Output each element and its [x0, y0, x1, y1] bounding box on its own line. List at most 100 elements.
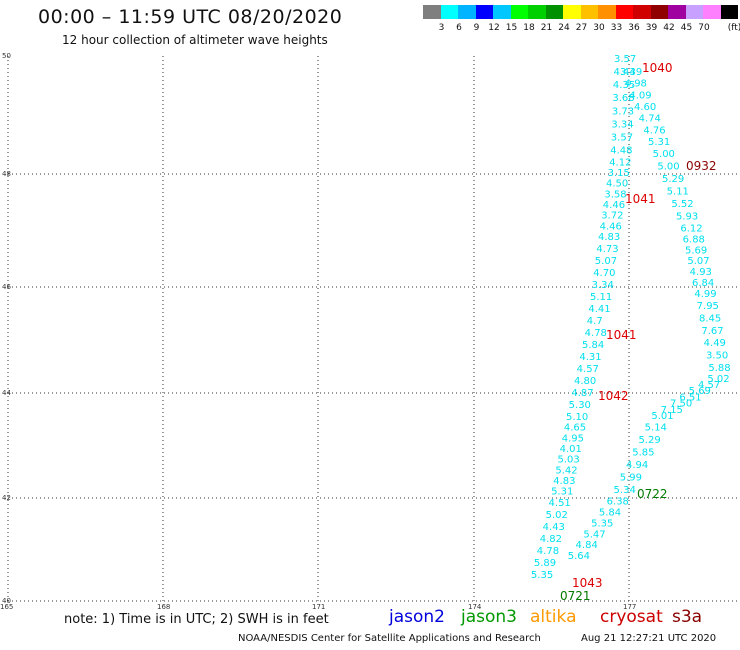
- wave-height-label: 4.76: [643, 125, 665, 136]
- wave-height-label: 5.35: [531, 570, 553, 581]
- wave-height-label: 4.94: [626, 460, 648, 471]
- satellite-name-jason2: jason2: [389, 607, 445, 627]
- wave-height-label: 4.74: [639, 114, 661, 125]
- wave-height-label: 5.47: [583, 529, 605, 540]
- wave-height-label: 7.67: [701, 326, 723, 337]
- wave-height-label: 5.64: [568, 551, 590, 562]
- wave-height-label: 4.49: [704, 338, 726, 349]
- wave-height-label: 3.57: [614, 54, 636, 65]
- wave-height-label: 5.85: [632, 448, 654, 459]
- wave-height-label: 5.29: [638, 435, 660, 446]
- wave-height-label: 4.78: [537, 546, 559, 557]
- legend-label: 42: [663, 23, 675, 33]
- legend-label: 9: [473, 23, 480, 33]
- wave-height-label: 5.42: [555, 465, 577, 476]
- legend-swatch: [580, 5, 598, 19]
- legend-swatch: [703, 5, 721, 19]
- y-tick-label: 42: [2, 494, 11, 502]
- wave-height-label: 5.30: [569, 400, 591, 411]
- wave-height-label: 5.07: [595, 256, 617, 267]
- wave-height-label: 6.38: [607, 497, 629, 508]
- legend-label: 24: [558, 23, 570, 33]
- wave-height-label: 5.00: [653, 149, 675, 160]
- pass-time-label: 0722: [637, 487, 668, 501]
- legend-label: 15: [505, 23, 518, 33]
- legend-swatch: [615, 5, 633, 19]
- generated-timestamp: Aug 21 12:27:21 UTC 2020: [581, 633, 717, 644]
- legend-label: 39: [645, 23, 658, 33]
- legend-swatch: [633, 5, 651, 19]
- legend-label: 3: [438, 23, 445, 33]
- wave-height-label: 3.72: [601, 211, 623, 222]
- wave-height-label: 4.7: [587, 316, 603, 327]
- wave-height-label: 4.78: [585, 328, 607, 339]
- wave-height-label: 3.73: [612, 106, 634, 117]
- legend-swatch: [440, 5, 458, 19]
- pass-time-label: 1040: [642, 61, 673, 75]
- wave-height-label: 5.07: [687, 256, 709, 267]
- wave-height-label: 5.01: [651, 411, 673, 422]
- wave-height-label: 5.69: [685, 245, 707, 256]
- legend-swatch: [545, 5, 563, 19]
- legend-unit: (ft): [727, 23, 740, 33]
- wave-height-label: 5.52: [671, 199, 693, 210]
- wave-height-label: 5.00: [657, 162, 679, 173]
- legend-swatch: [493, 5, 511, 19]
- wave-height-label: 5.88: [708, 363, 730, 374]
- wave-height-label: 4.73: [596, 244, 618, 255]
- satellite-name-altika: altika: [530, 607, 577, 627]
- wave-height-label: 5.02: [707, 374, 729, 385]
- wave-height-label: 4.41: [588, 304, 610, 315]
- x-tick-label: 177: [623, 603, 636, 611]
- wave-height-label: 5.34: [614, 485, 636, 496]
- x-tick-label: 168: [157, 603, 170, 611]
- map-subtitle: 12 hour collection of altimeter wave hei…: [62, 33, 328, 47]
- wave-height-label: 3.15: [608, 168, 630, 179]
- wave-height-label: 5.29: [662, 174, 684, 185]
- wave-height-label: 5.03: [557, 455, 579, 466]
- wave-height-label: 5.35: [591, 518, 613, 529]
- wave-height-label: 4.09: [629, 90, 651, 101]
- wave-height-label: 5.69: [689, 386, 711, 397]
- y-tick-label: 40: [2, 597, 11, 605]
- wave-height-label: 7.50: [670, 399, 692, 410]
- wave-height-label: 5.11: [667, 186, 689, 197]
- satellite-name-cryosat: cryosat: [600, 607, 663, 627]
- wave-height-label: 4.93: [690, 267, 712, 278]
- wave-height-label: 7.95: [697, 301, 719, 312]
- wave-height-label: 4.84: [576, 540, 598, 551]
- wave-height-label: 5.31: [551, 487, 573, 498]
- wave-height-label: 5.84: [582, 340, 604, 351]
- pass-time-label: 0932: [686, 159, 717, 173]
- legend-swatch: [650, 5, 668, 19]
- legend-swatch: [668, 5, 686, 19]
- wave-height-label: 6.84: [692, 278, 714, 289]
- legend-swatch: [458, 5, 476, 19]
- wave-height-label: 6.12: [680, 224, 702, 235]
- x-tick-label: 171: [312, 603, 325, 611]
- legend-swatch: [475, 5, 493, 19]
- y-tick-label: 48: [2, 170, 11, 178]
- wave-height-label: 5.11: [590, 292, 612, 303]
- wave-height-label: 5.10: [566, 412, 588, 423]
- legend-swatch: [563, 5, 581, 19]
- legend-swatch: [528, 5, 546, 19]
- legend-swatch: [510, 5, 528, 19]
- footnote: note: 1) Time is in UTC; 2) SWH is in fe…: [64, 612, 329, 627]
- wave-height-label: 4.60: [634, 102, 656, 113]
- pass-time-label: 1041: [606, 328, 637, 342]
- wave-height-label: 4.80: [574, 376, 596, 387]
- legend-label: 36: [628, 23, 640, 33]
- wave-height-label: 6.51: [679, 392, 701, 403]
- pass-time-label: 1043: [572, 576, 603, 590]
- legend-swatch: [423, 5, 441, 19]
- wave-height-label: 3.34: [611, 119, 633, 130]
- wave-height-label: 4.95: [562, 433, 584, 444]
- wave-height-label: 6.88: [683, 234, 705, 245]
- wave-height-label: 4.99: [694, 289, 716, 300]
- legend-label: 30: [593, 23, 605, 33]
- y-tick-label: 44: [2, 389, 11, 397]
- pass-time-label: 0721: [560, 589, 591, 603]
- x-tick-label: 174: [468, 603, 482, 611]
- wave-height-label: 4.82: [540, 534, 562, 545]
